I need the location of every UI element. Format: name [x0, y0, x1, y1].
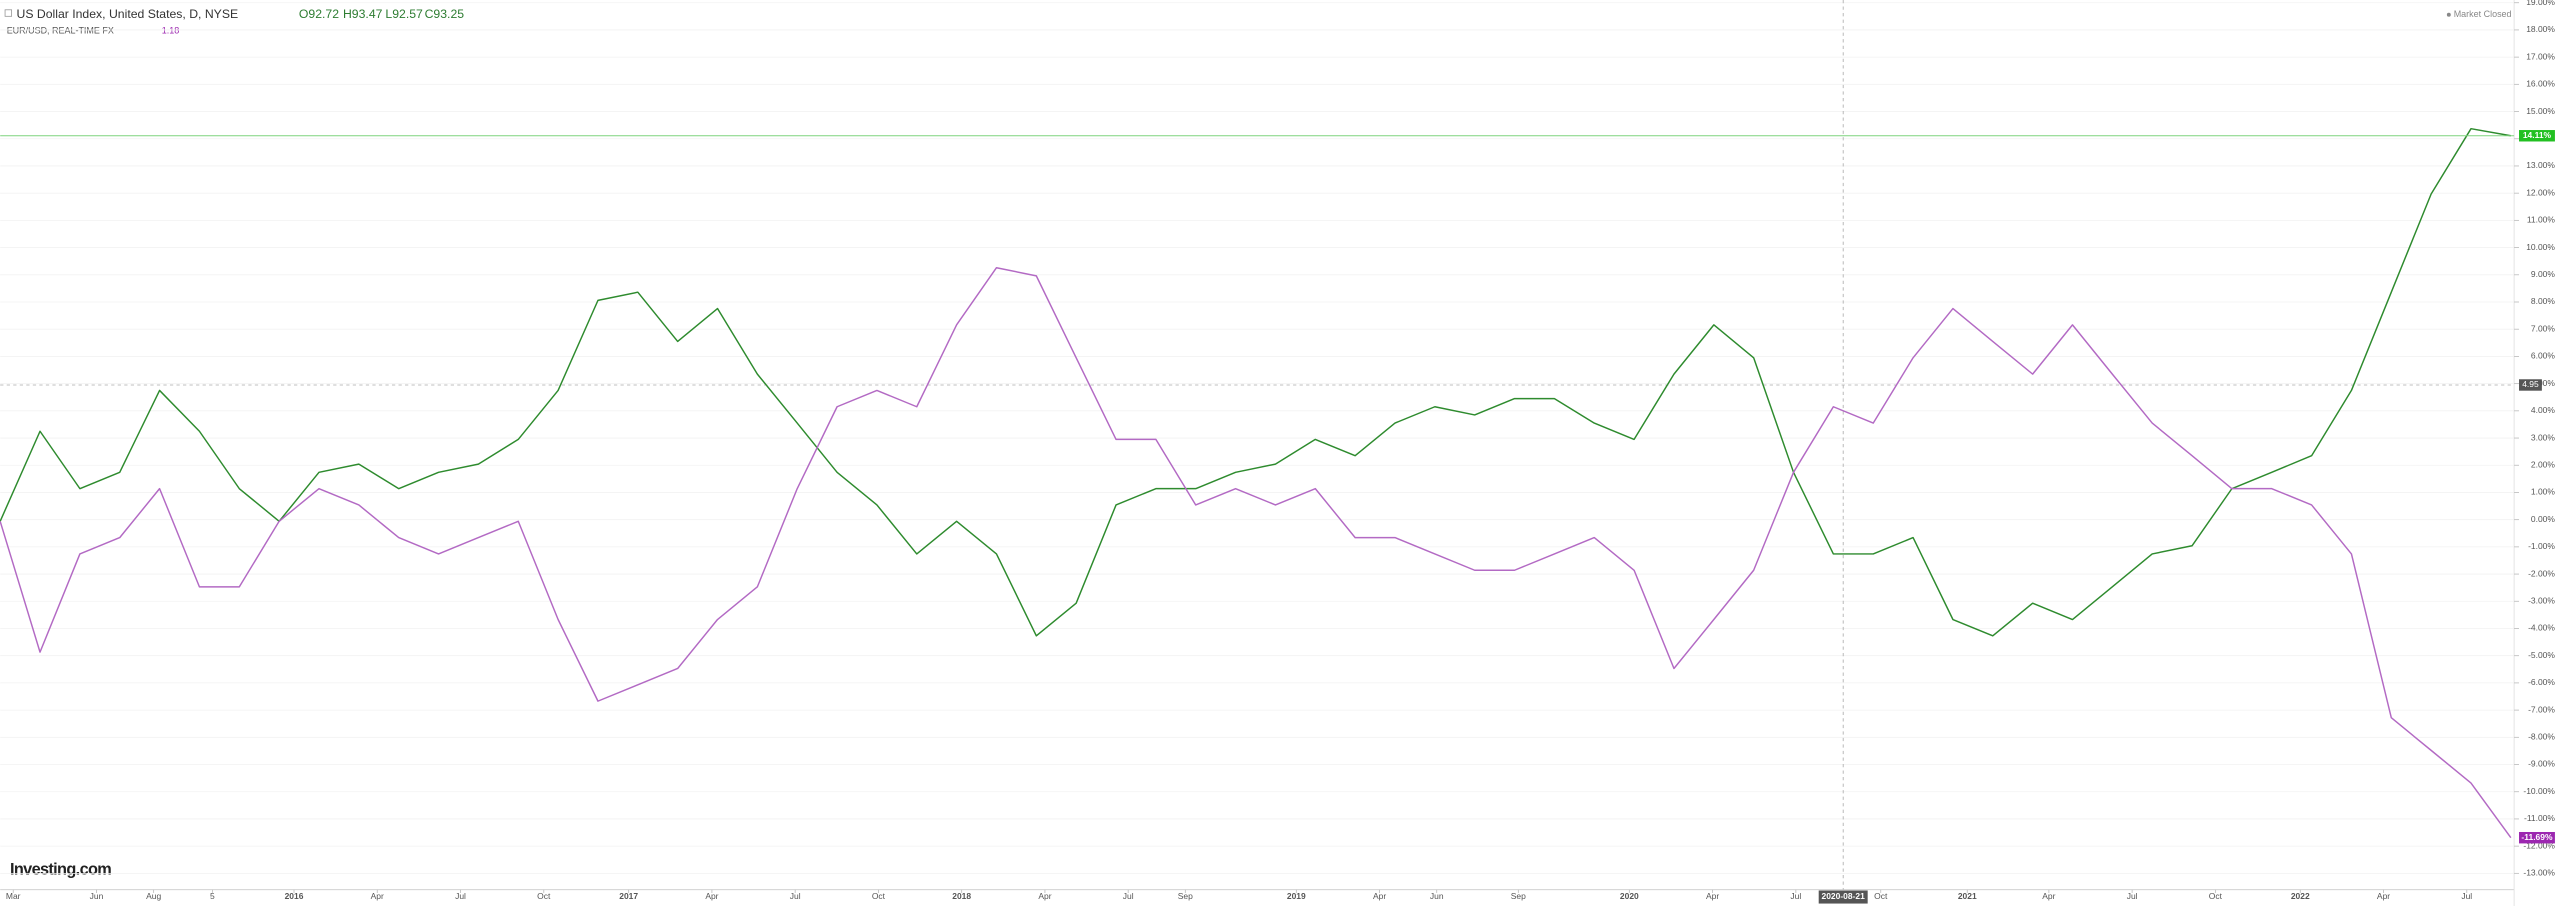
y-tick-label: -12.00% [2523, 840, 2555, 850]
overlay-last: 1.18 [162, 25, 179, 35]
collapse-icon[interactable] [4, 9, 13, 17]
ohlc-low: L92.57 [385, 7, 423, 21]
x-tick-label: Apr [1038, 891, 1051, 901]
x-tick-label: Jul [1790, 891, 1801, 901]
x-tick-label: Apr [705, 891, 718, 901]
x-tick-label: 2018 [952, 891, 971, 901]
x-tick-label: Aug [146, 891, 161, 901]
y-tick-label: 17.00% [2526, 51, 2555, 61]
x-tick-label: Jun [1430, 891, 1444, 901]
y-tick-label: 9.00% [2531, 269, 2555, 279]
y-tick-label: 3.00% [2531, 432, 2555, 442]
x-tick-label: 5 [210, 891, 215, 901]
x-tick-label: Apr [1706, 891, 1719, 901]
last-value-tag [2519, 831, 2555, 844]
y-tick-label: -11.00% [2524, 813, 2555, 823]
y-tick-label: -6.00% [2528, 677, 2555, 687]
y-tick-label: -4.00% [2528, 623, 2555, 633]
x-tick-label: Oct [2209, 891, 2223, 901]
y-tick-label: 10.00% [2526, 242, 2555, 252]
x-tick-label: Sep [1511, 891, 1526, 901]
x-tick-label: 2017 [619, 891, 638, 901]
x-tick-label: 2016 [285, 891, 304, 901]
x-tick-label: Oct [537, 891, 551, 901]
x-tick-label: 2021 [1958, 891, 1977, 901]
y-tick-label: 18.00% [2526, 24, 2555, 34]
x-tick-label: Jul [790, 891, 801, 901]
x-tick-label: Apr [2042, 891, 2055, 901]
last-value-label: -11.69% [2521, 832, 2553, 842]
crosshair-value: 4.95 [2522, 379, 2539, 389]
y-tick-label: 13.00% [2526, 160, 2555, 170]
y-tick-label: -13.00% [2523, 868, 2555, 878]
y-tick-label: 1.00% [2531, 487, 2555, 497]
y-tick-label: 5.00% [2531, 378, 2555, 388]
y-tick-label: 15.00% [2526, 106, 2555, 116]
y-tick-label: 12.00% [2526, 187, 2555, 197]
y-tick-label: -3.00% [2528, 596, 2555, 606]
crosshair-date-tag [1818, 890, 1868, 904]
y-tick-label: -10.00% [2523, 786, 2555, 796]
x-tick-label: Apr [2377, 891, 2390, 901]
x-tick-label: Oct [1874, 891, 1888, 901]
last-value-label: 14.11% [2523, 130, 2552, 140]
crosshair-tag [2519, 379, 2542, 391]
ohlc-open: O92.72 [299, 7, 339, 21]
y-tick-label: -8.00% [2528, 732, 2555, 742]
status-dot [2446, 12, 2451, 17]
crosshair-date: 2020-08-21 [1822, 891, 1866, 901]
y-tick-label: 4.00% [2531, 405, 2555, 415]
y-tick-label: 11.00% [2527, 215, 2556, 225]
ohlc-high: H93.47 [343, 7, 383, 21]
ohlc-close: C93.25 [425, 7, 465, 21]
logo: Investing.com [10, 860, 111, 878]
x-tick-label: Sep [1178, 891, 1193, 901]
y-tick-label: -9.00% [2528, 759, 2555, 769]
y-tick-label: -1.00% [2528, 541, 2555, 551]
series-line [0, 266, 2512, 839]
y-tick-label: -7.00% [2528, 704, 2555, 714]
x-tick-label: Jul [455, 891, 466, 901]
x-tick-label: Jul [2127, 891, 2138, 901]
y-tick-label: -5.00% [2528, 650, 2555, 660]
x-tick-label: Apr [371, 891, 384, 901]
y-tick-label: 16.00% [2526, 79, 2555, 89]
x-tick-label: Jul [2461, 891, 2472, 901]
y-tick-label: 19.00% [2526, 0, 2555, 7]
x-tick-label: 2022 [2291, 891, 2310, 901]
y-tick-label: 2.00% [2531, 459, 2555, 469]
x-tick-label: 2020 [1620, 891, 1639, 901]
y-tick-label: 0.00% [2531, 514, 2555, 524]
y-tick-label: 7.00% [2531, 323, 2555, 333]
series-line [0, 127, 2511, 637]
market-status: Market Closed [2454, 9, 2512, 19]
x-tick-label: Apr [1373, 891, 1386, 901]
y-tick-label: 6.00% [2531, 351, 2555, 361]
last-value-tag [2519, 130, 2555, 142]
x-tick-label: Mar [6, 891, 21, 901]
y-tick-label: 8.00% [2531, 296, 2555, 306]
x-tick-label: Jul [1123, 891, 1134, 901]
y-tick-label: -2.00% [2528, 568, 2555, 578]
x-tick-label: 2019 [1287, 891, 1306, 901]
x-tick-label: Oct [872, 891, 886, 901]
overlay-title: EUR/USD, REAL-TIME FX [7, 25, 114, 35]
chart-title: US Dollar Index, United States, D, NYSE [16, 7, 238, 21]
x-tick-label: Jun [90, 891, 104, 901]
